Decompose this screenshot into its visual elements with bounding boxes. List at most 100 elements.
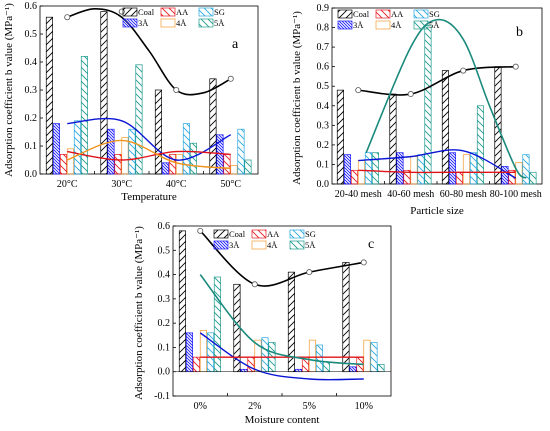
legend-swatch-aa <box>375 9 391 19</box>
x-tick-label: 0% <box>194 401 207 412</box>
legend-swatch-sg <box>198 7 214 17</box>
bar-5a-5- <box>322 361 331 373</box>
chart-panel-b: 0.0 0.1 0.2 0.3 0.4 0.5 0.6 0.7 0.8 0.9 20-40 mesh… <box>291 3 543 217</box>
bar-3a-10- <box>349 366 357 373</box>
bar-4a-50-c <box>230 165 238 175</box>
bar-5a-40-c <box>189 142 198 175</box>
bar-4a-40-60-mesh <box>410 156 418 185</box>
x-tick-label: 10% <box>355 401 373 412</box>
bar-4a-60-80-mesh <box>462 154 471 185</box>
bar-sg-20-c <box>73 120 82 175</box>
coal-marker <box>227 75 234 82</box>
bar-sg-30-c <box>128 128 136 175</box>
y-tick-label: 0.3 <box>25 85 38 96</box>
bar-sg-20-40-mesh <box>364 152 373 185</box>
x-axis-label-b: Particle size <box>410 205 464 217</box>
legend-label-aa: AA <box>391 9 404 19</box>
y-tick-label: 0.2 <box>25 113 38 124</box>
bar-sg-50-c <box>237 128 245 175</box>
bar-3a-80-100-mesh <box>501 166 509 185</box>
y-tick-label: 0.9 <box>317 3 330 14</box>
bar-sg-5- <box>315 344 324 373</box>
bar-5a-80-100-mesh <box>529 171 537 185</box>
coal-marker <box>460 67 467 74</box>
y-tick-label: 0.2 <box>317 140 330 151</box>
x-tick-label: 5% <box>303 401 316 412</box>
bar-aa-30-c <box>114 154 122 175</box>
bar-coal-0- <box>178 230 187 373</box>
bar-sg-80-100-mesh <box>522 154 530 185</box>
x-tick-label: 50°C <box>220 179 241 190</box>
curve-4a <box>67 139 231 170</box>
y-tick-label: 0.0 <box>25 169 38 180</box>
y-tick-label: 0.0 <box>317 179 330 190</box>
legend-label-sg: SG <box>429 9 440 19</box>
curve-coal <box>199 230 364 287</box>
bar-aa-50-c <box>223 154 231 175</box>
bar-sg-2- <box>261 337 269 373</box>
panel-label-b: b <box>516 25 523 40</box>
y-tick-label: 0.0 <box>158 367 171 378</box>
y-axis-label-b: Adsorption coefficient b value (MPa⁻¹) <box>291 11 303 185</box>
bar-5a-40-60-mesh <box>424 25 432 185</box>
legend-label-3a: 3Å <box>353 20 364 30</box>
curve-3a <box>67 117 232 161</box>
curve-3a <box>199 332 364 381</box>
legend-label-4a: 4Å <box>176 18 187 28</box>
x-tick-label: 40°C <box>166 179 187 190</box>
coal-marker <box>512 63 519 70</box>
x-tick-label: 80-100 mesh <box>490 189 542 200</box>
bar-aa-20-c <box>59 154 68 175</box>
x-tick-label: 20°C <box>57 179 78 190</box>
curve-3a <box>358 149 517 179</box>
legend-label-3a: 3Å <box>138 18 149 28</box>
coal-marker <box>64 14 71 21</box>
legend-label-3a: 3Å <box>229 240 240 250</box>
bar-4a-5- <box>308 339 317 373</box>
x-tick-label: 60-80 mesh <box>440 189 487 200</box>
legend-label-aa: AA <box>267 229 280 239</box>
bar-sg-40-60-mesh <box>417 154 425 185</box>
bar-coal-20-c <box>45 16 54 175</box>
coal-marker <box>173 87 180 94</box>
legend-label-5a: 5Å <box>429 20 440 30</box>
bar-aa-40-60-mesh <box>403 169 411 185</box>
bar-coal-30-c <box>100 11 108 175</box>
legend-label-coal: Coal <box>138 7 155 17</box>
bar-5a-60-80-mesh <box>476 105 485 185</box>
bar-sg-60-80-mesh <box>469 152 478 185</box>
bar-aa-40-c <box>168 154 177 175</box>
y-tick-label: 0.6 <box>158 221 171 232</box>
coal-marker <box>355 87 362 94</box>
chart-panel-a: 0.0 0.1 0.2 0.3 0.4 0.5 0.6 20°C 30°C 40°C 50°C Coa… <box>3 1 259 203</box>
bar-5a-20-c <box>80 56 89 175</box>
legend-label-coal: Coal <box>229 229 246 239</box>
y-tick-label: 0.5 <box>25 29 38 40</box>
bar-coal-40-60-mesh <box>389 93 397 185</box>
legend-label-coal: Coal <box>353 9 370 19</box>
panel-label-a: a <box>232 37 239 52</box>
x-axis-label-c: Moisture content <box>245 414 320 426</box>
x-tick-label: 20-40 mesh <box>335 189 382 200</box>
bar-4a-80-100-mesh <box>515 162 523 185</box>
y-axis-label-c: Adsorption coefficient b value (MPa⁻¹) <box>133 226 145 400</box>
legend-swatch-5a <box>198 18 214 28</box>
curve-5a <box>365 18 527 179</box>
bar-3a-0- <box>185 332 194 373</box>
legend-label-4a: 4Å <box>391 20 402 30</box>
legend-label-aa: AA <box>176 7 189 17</box>
panel-label-c: c <box>368 237 374 252</box>
legend-label-sg: SG <box>305 229 316 239</box>
x-tick-label: 30°C <box>111 179 132 190</box>
y-tick-label: 0.3 <box>317 120 330 131</box>
legend-swatch-5a <box>289 240 305 250</box>
bar-3a-2- <box>240 368 248 373</box>
y-tick-label: 0.4 <box>25 57 38 68</box>
curve-aa <box>358 169 516 174</box>
bar-4a-20-c <box>66 148 75 175</box>
y-tick-label: 0.7 <box>317 42 330 53</box>
y-tick-label: 0.4 <box>317 101 330 112</box>
y-tick-label: 0.1 <box>317 159 330 170</box>
bar-3a-20-40-mesh <box>343 154 352 185</box>
